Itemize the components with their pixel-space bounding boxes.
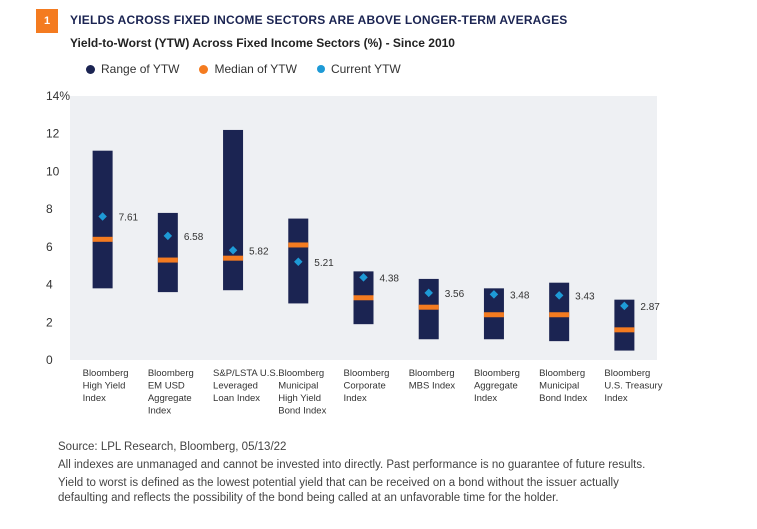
data-label: 5.21: [314, 258, 334, 269]
category-label: S&P/LSTA U.S. Leveraged Loan Index: [213, 368, 278, 404]
current-point: [228, 246, 238, 255]
disclaimer-note: All indexes are unmanaged and cannot be …: [58, 459, 646, 471]
current-point: [554, 291, 564, 300]
category-label-line: Bloomberg: [604, 368, 650, 379]
category-label-line: Leveraged: [213, 381, 258, 392]
category-label-line: MBS Index: [409, 381, 456, 392]
category-label-line: Municipal: [539, 381, 579, 392]
median-marker: [353, 295, 374, 301]
data-label: 3.48: [510, 290, 530, 301]
category-label: Bloomberg High Yield Index: [83, 368, 129, 404]
current-point: [294, 257, 303, 266]
category-label: Bloomberg U.S. Treasury Index: [604, 368, 662, 404]
median-marker: [549, 312, 570, 318]
category-label-line: Index: [474, 393, 497, 404]
y-tick-label: 0: [46, 353, 53, 367]
category-label-line: Bloomberg: [148, 368, 194, 379]
source-note: Source: LPL Research, Bloomberg, 05/13/2…: [58, 441, 287, 453]
category-label-line: Bloomberg: [83, 368, 129, 379]
category-label-line: Loan Index: [213, 393, 260, 404]
median-marker: [483, 312, 504, 318]
category-label: Bloomberg MBS Index: [409, 368, 456, 392]
chart-subtitle: Yield-to-Worst (YTW) Across Fixed Income…: [70, 36, 455, 50]
category-label-line: Bloomberg: [539, 368, 585, 379]
category-label-line: Bloomberg: [278, 368, 324, 379]
data-label: 5.82: [249, 246, 269, 257]
legend-label-range: Range of YTW: [101, 62, 180, 76]
range-swatch-icon: [86, 64, 95, 74]
range-bar: [223, 129, 244, 291]
y-tick-label: 2: [46, 315, 53, 329]
legend-item-median: Median of YTW: [199, 62, 297, 76]
figure-number-badge: 1: [36, 9, 58, 33]
y-tick-label: 12: [46, 127, 60, 141]
data-label: 4.38: [380, 273, 400, 284]
median-swatch-icon: [199, 64, 209, 74]
category-label: Bloomberg Municipal Bond Index: [539, 368, 587, 404]
chart-title: YIELDS ACROSS FIXED INCOME SECTORS ARE A…: [70, 13, 568, 27]
data-label: 6.58: [184, 232, 204, 243]
y-tick-label: 14%: [46, 89, 70, 103]
median-marker: [418, 304, 439, 310]
category-label-line: Bloomberg: [409, 368, 455, 379]
category-label-line: Corporate: [344, 381, 386, 392]
category-label-line: Index: [604, 393, 627, 404]
current-point: [359, 273, 368, 282]
category-label-line: High Yield: [83, 381, 126, 392]
category-label-line: S&P/LSTA U.S.: [213, 368, 278, 379]
category-label-line: Bloomberg: [474, 368, 520, 379]
current-point: [163, 231, 173, 241]
y-tick-label: 6: [46, 240, 53, 254]
current-point: [98, 212, 107, 221]
y-tick-label: 10: [46, 164, 60, 178]
chart-legend: Range of YTW Median of YTW Current YTW: [86, 62, 401, 76]
category-label-line: Bloomberg: [344, 368, 390, 379]
current-swatch-icon: [316, 65, 325, 73]
category-label-line: Index: [344, 393, 367, 404]
category-label-line: High Yield: [278, 393, 321, 404]
legend-label-median: Median of YTW: [214, 62, 297, 76]
range-bar: [157, 212, 178, 293]
category-label: Bloomberg Aggregate Index: [474, 368, 520, 404]
legend-label-current: Current YTW: [330, 62, 401, 76]
legend-item-range: Range of YTW: [86, 62, 179, 76]
category-label-line: Bond Index: [278, 406, 326, 417]
range-bar: [549, 282, 570, 342]
data-label: 3.56: [445, 289, 465, 300]
category-label-line: U.S. Treasury: [604, 381, 662, 392]
y-tick-label: 4: [46, 278, 53, 292]
definition-note-line-1: Yield to worst is defined as the lowest …: [58, 477, 619, 489]
range-bar: [614, 299, 635, 351]
category-label: Bloomberg Municipal High Yield Bond Index: [278, 368, 326, 417]
legend-item-current: Current YTW: [316, 62, 401, 76]
category-label: Bloomberg Corporate Index: [344, 368, 390, 404]
category-label-line: Aggregate: [148, 393, 192, 404]
y-tick-label: 8: [46, 202, 53, 216]
current-point: [424, 288, 433, 298]
median-marker: [157, 257, 178, 263]
category-label-line: Index: [83, 393, 106, 404]
median-marker: [614, 327, 635, 333]
median-marker: [92, 236, 113, 242]
data-label: 3.43: [575, 291, 595, 302]
data-label: 2.87: [640, 302, 660, 313]
current-point: [489, 290, 499, 299]
median-marker: [223, 255, 244, 261]
category-label-line: Municipal: [278, 381, 318, 392]
category-label-line: Bond Index: [539, 393, 587, 404]
category-label-line: EM USD: [148, 381, 185, 392]
category-label-line: Aggregate: [474, 381, 518, 392]
data-label: 7.61: [119, 212, 139, 223]
definition-note-line-2: defaulting and reflects the possibility …: [58, 492, 559, 504]
category-label: Bloomberg EM USD Aggregate Index: [148, 368, 194, 417]
category-label-line: Index: [148, 406, 171, 417]
current-point: [620, 301, 629, 311]
median-marker: [288, 242, 309, 248]
